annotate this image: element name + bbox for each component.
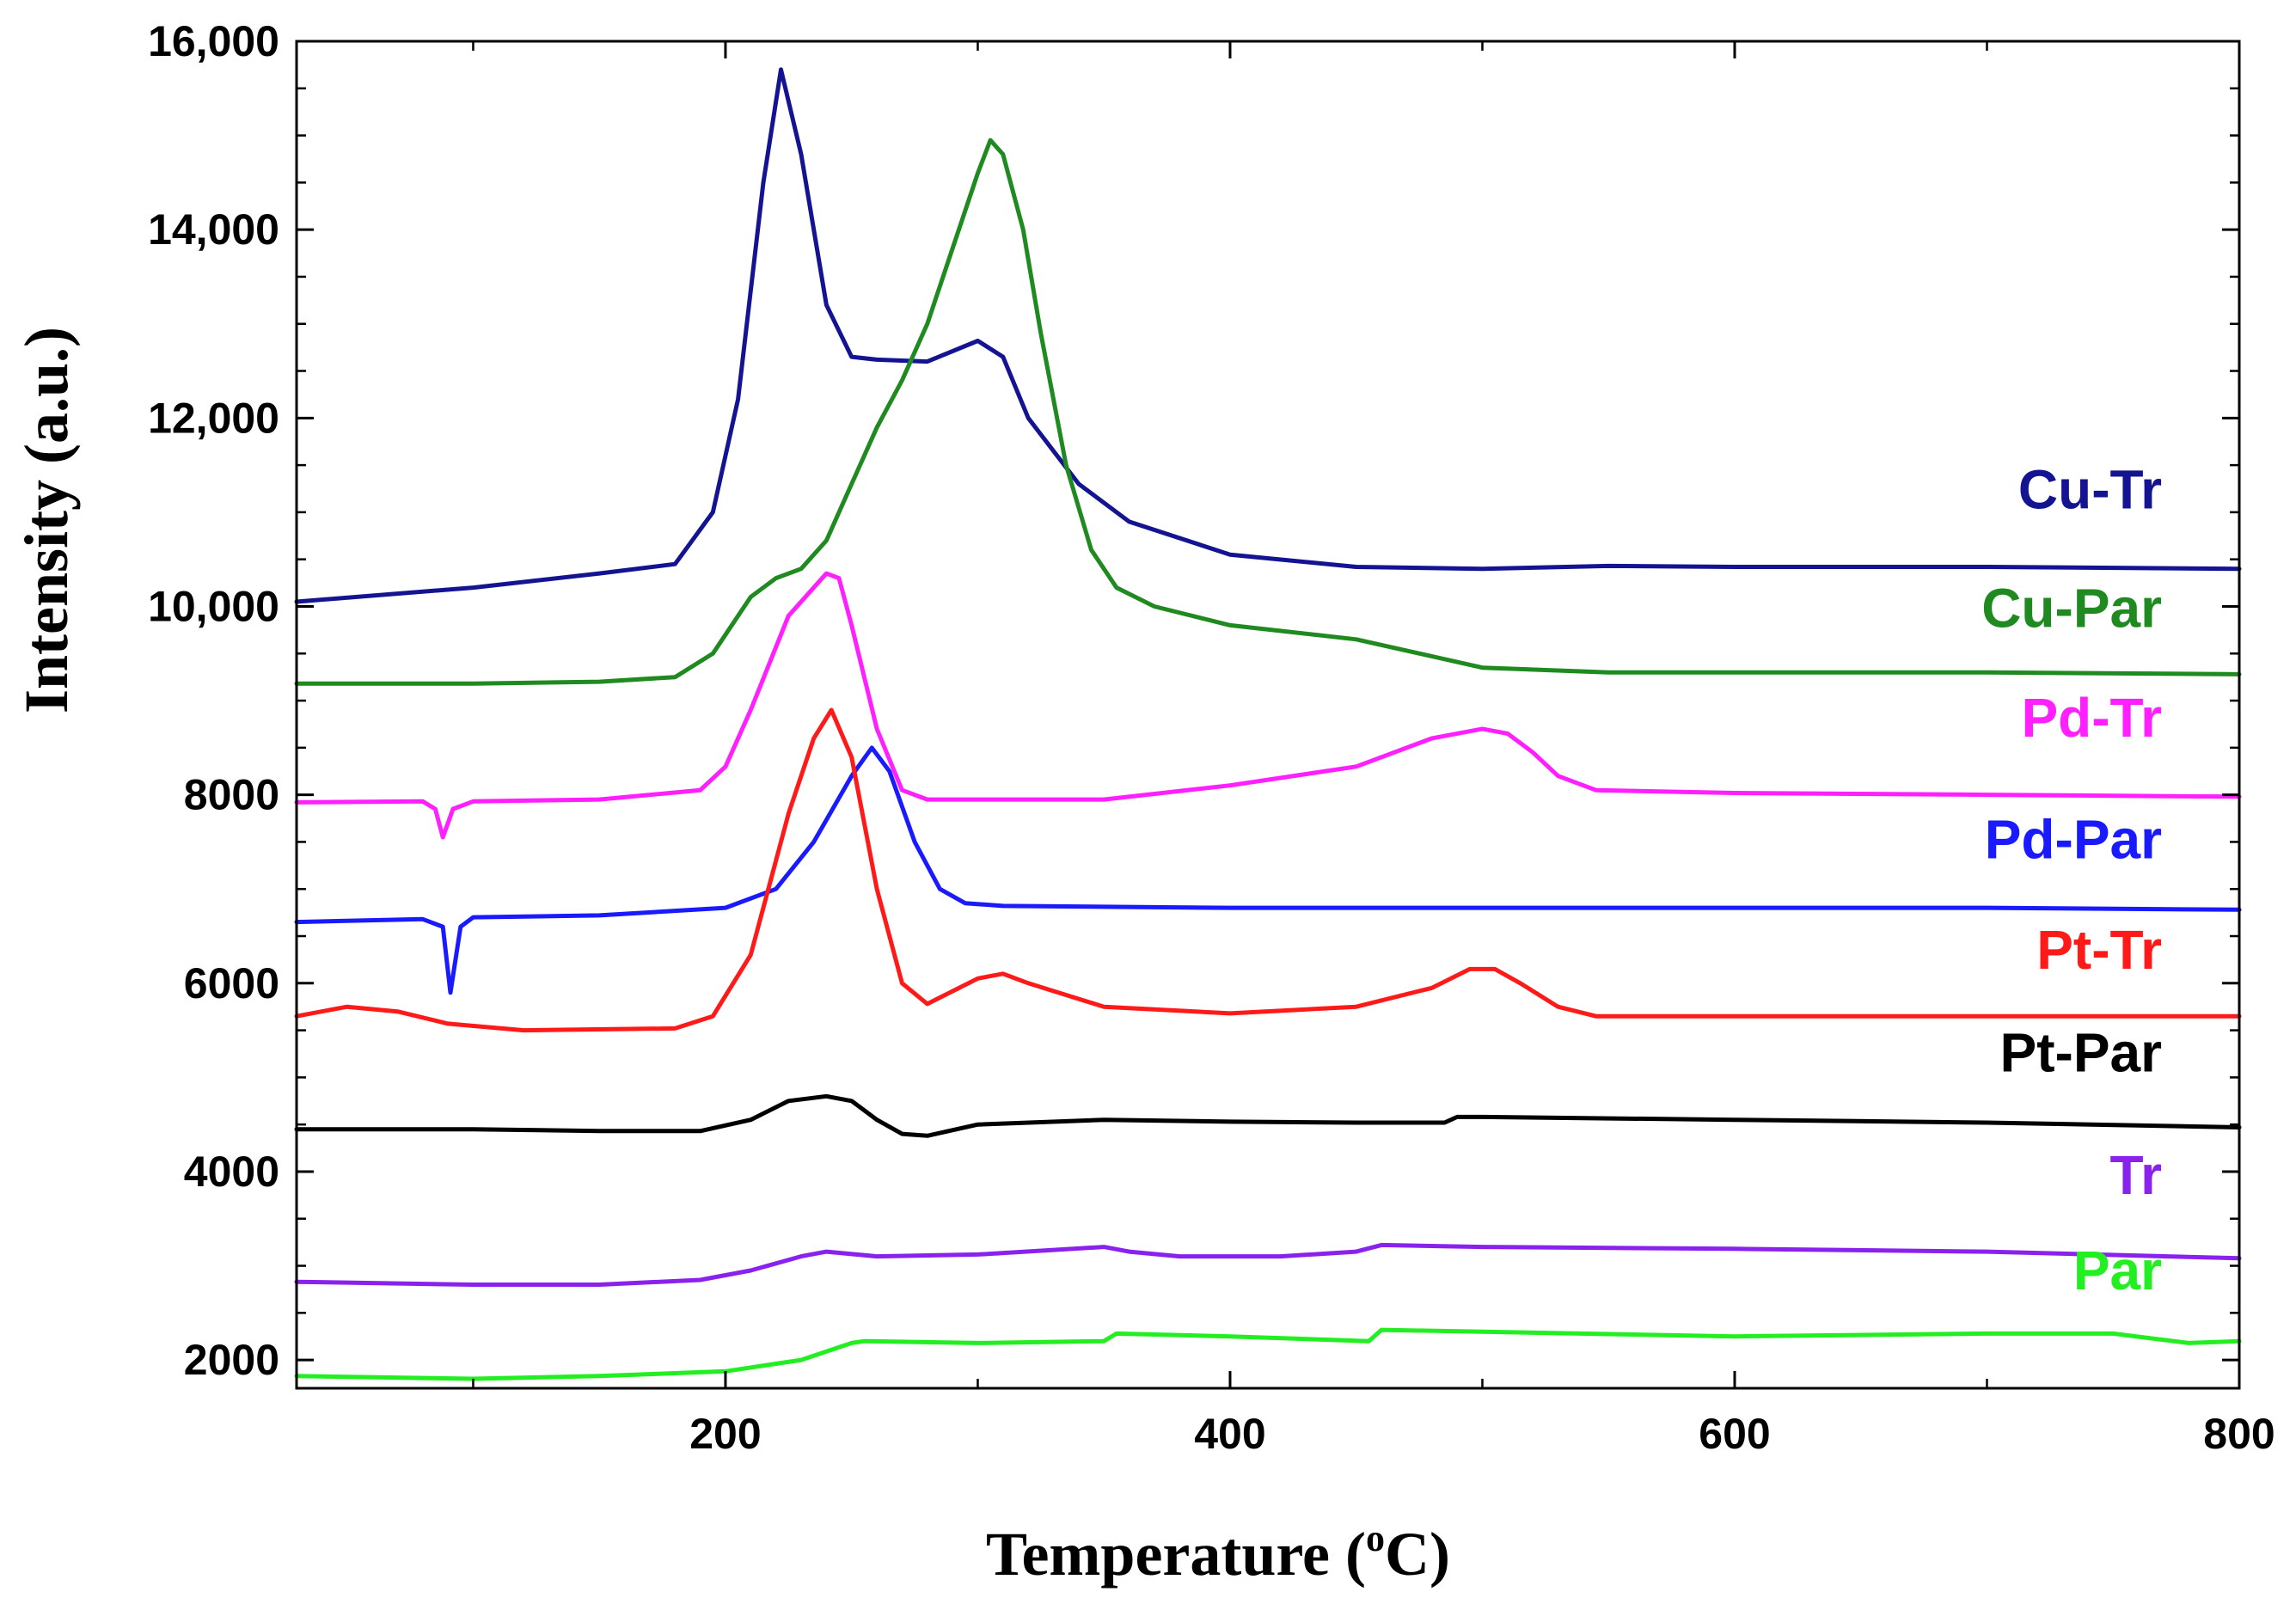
x-tick-label: 200 — [689, 1410, 761, 1458]
series-label-cu-tr: Cu-Tr — [2018, 459, 2162, 521]
x-axis-title-degree: o — [1366, 1517, 1385, 1559]
x-tick-label: 400 — [1194, 1410, 1265, 1458]
y-tick-label: 16,000 — [148, 17, 279, 65]
plot-frame — [295, 40, 2241, 1390]
series-line-pt-par — [294, 1093, 2242, 1138]
series-line-pt-tr — [294, 707, 2242, 1033]
y-tick-label: 6000 — [184, 959, 279, 1007]
y-axis-title: Intensity (a.u.) — [12, 327, 81, 713]
x-tick-label: 600 — [1699, 1410, 1770, 1458]
series-label-pt-tr: Pt-Tr — [2036, 919, 2162, 981]
series-label-cu-par: Cu-Par — [1981, 577, 2162, 639]
ticks-layer — [297, 40, 2241, 1388]
series-label-tr: Tr — [2110, 1144, 2162, 1206]
series-label-pd-par: Pd-Par — [1985, 808, 2162, 870]
series-layer — [294, 67, 2242, 1381]
tick-labels-layer: 2000 4000 6000 8000 10,000 12,000 14,000 16,000… — [148, 17, 2275, 1458]
series-line-cu-tr — [294, 67, 2242, 604]
y-tick-label: 10,000 — [148, 582, 279, 630]
series-label-par: Par — [2073, 1240, 2162, 1301]
x-tick-label: 800 — [2203, 1410, 2275, 1458]
y-tick-label: 14,000 — [148, 205, 279, 254]
series-labels-layer: Cu-Tr Cu-Par Pd-Tr Pd-Par Pt-Tr Pt-Par Tr Par — [1981, 459, 2162, 1301]
y-tick-label: 8000 — [184, 771, 279, 819]
x-axis-title-unit: C) — [1385, 1520, 1450, 1589]
series-line-pd-tr — [294, 571, 2242, 840]
y-tick-label: 4000 — [184, 1148, 279, 1196]
series-line-cu-par — [294, 138, 2242, 686]
series-label-pt-par: Pt-Par — [2000, 1022, 2163, 1084]
series-label-pd-tr: Pd-Tr — [2021, 687, 2162, 749]
series-line-par — [294, 1327, 2242, 1381]
y-tick-label: 2000 — [184, 1336, 279, 1384]
x-axis-title-text: Temperature ( — [986, 1520, 1366, 1589]
series-line-pd-par — [294, 745, 2242, 995]
y-tick-label: 12,000 — [148, 394, 279, 442]
x-axis-title: Temperature (oC) — [986, 1517, 1450, 1589]
series-line-tr — [294, 1242, 2242, 1287]
